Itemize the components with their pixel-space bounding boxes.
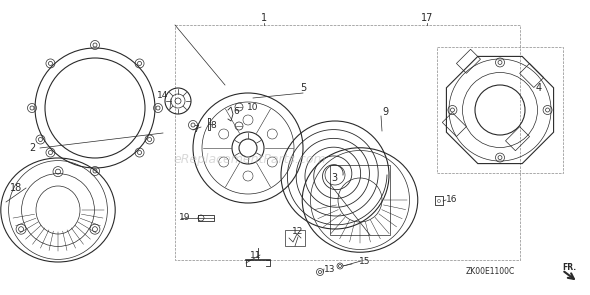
Text: 18: 18 (10, 183, 22, 193)
Text: 9: 9 (382, 107, 388, 117)
Text: 14: 14 (158, 91, 169, 101)
Text: 11: 11 (250, 250, 262, 260)
Bar (285, 230, 305, 246)
Text: 4: 4 (536, 83, 542, 93)
Text: 8: 8 (210, 122, 216, 130)
Text: 15: 15 (359, 258, 371, 266)
Bar (330, 165, 390, 235)
Text: 5: 5 (300, 83, 306, 93)
Bar (442, 112, 466, 137)
Text: 3: 3 (331, 173, 337, 183)
Text: 6: 6 (233, 107, 239, 117)
Text: eReplacementParts.com: eReplacementParts.com (173, 153, 326, 166)
Text: 12: 12 (292, 227, 304, 237)
Text: 19: 19 (179, 214, 191, 222)
Bar (457, 49, 480, 73)
Text: 17: 17 (421, 13, 433, 23)
Text: 13: 13 (324, 266, 336, 275)
Bar (520, 63, 544, 88)
Bar (506, 127, 530, 151)
Text: 10: 10 (247, 104, 259, 112)
Text: FR.: FR. (562, 263, 576, 273)
Text: ZK00E1100C: ZK00E1100C (466, 268, 514, 276)
Text: 2: 2 (29, 143, 35, 153)
Text: 16: 16 (446, 196, 458, 204)
Text: 1: 1 (261, 13, 267, 23)
Text: 7: 7 (193, 125, 199, 135)
